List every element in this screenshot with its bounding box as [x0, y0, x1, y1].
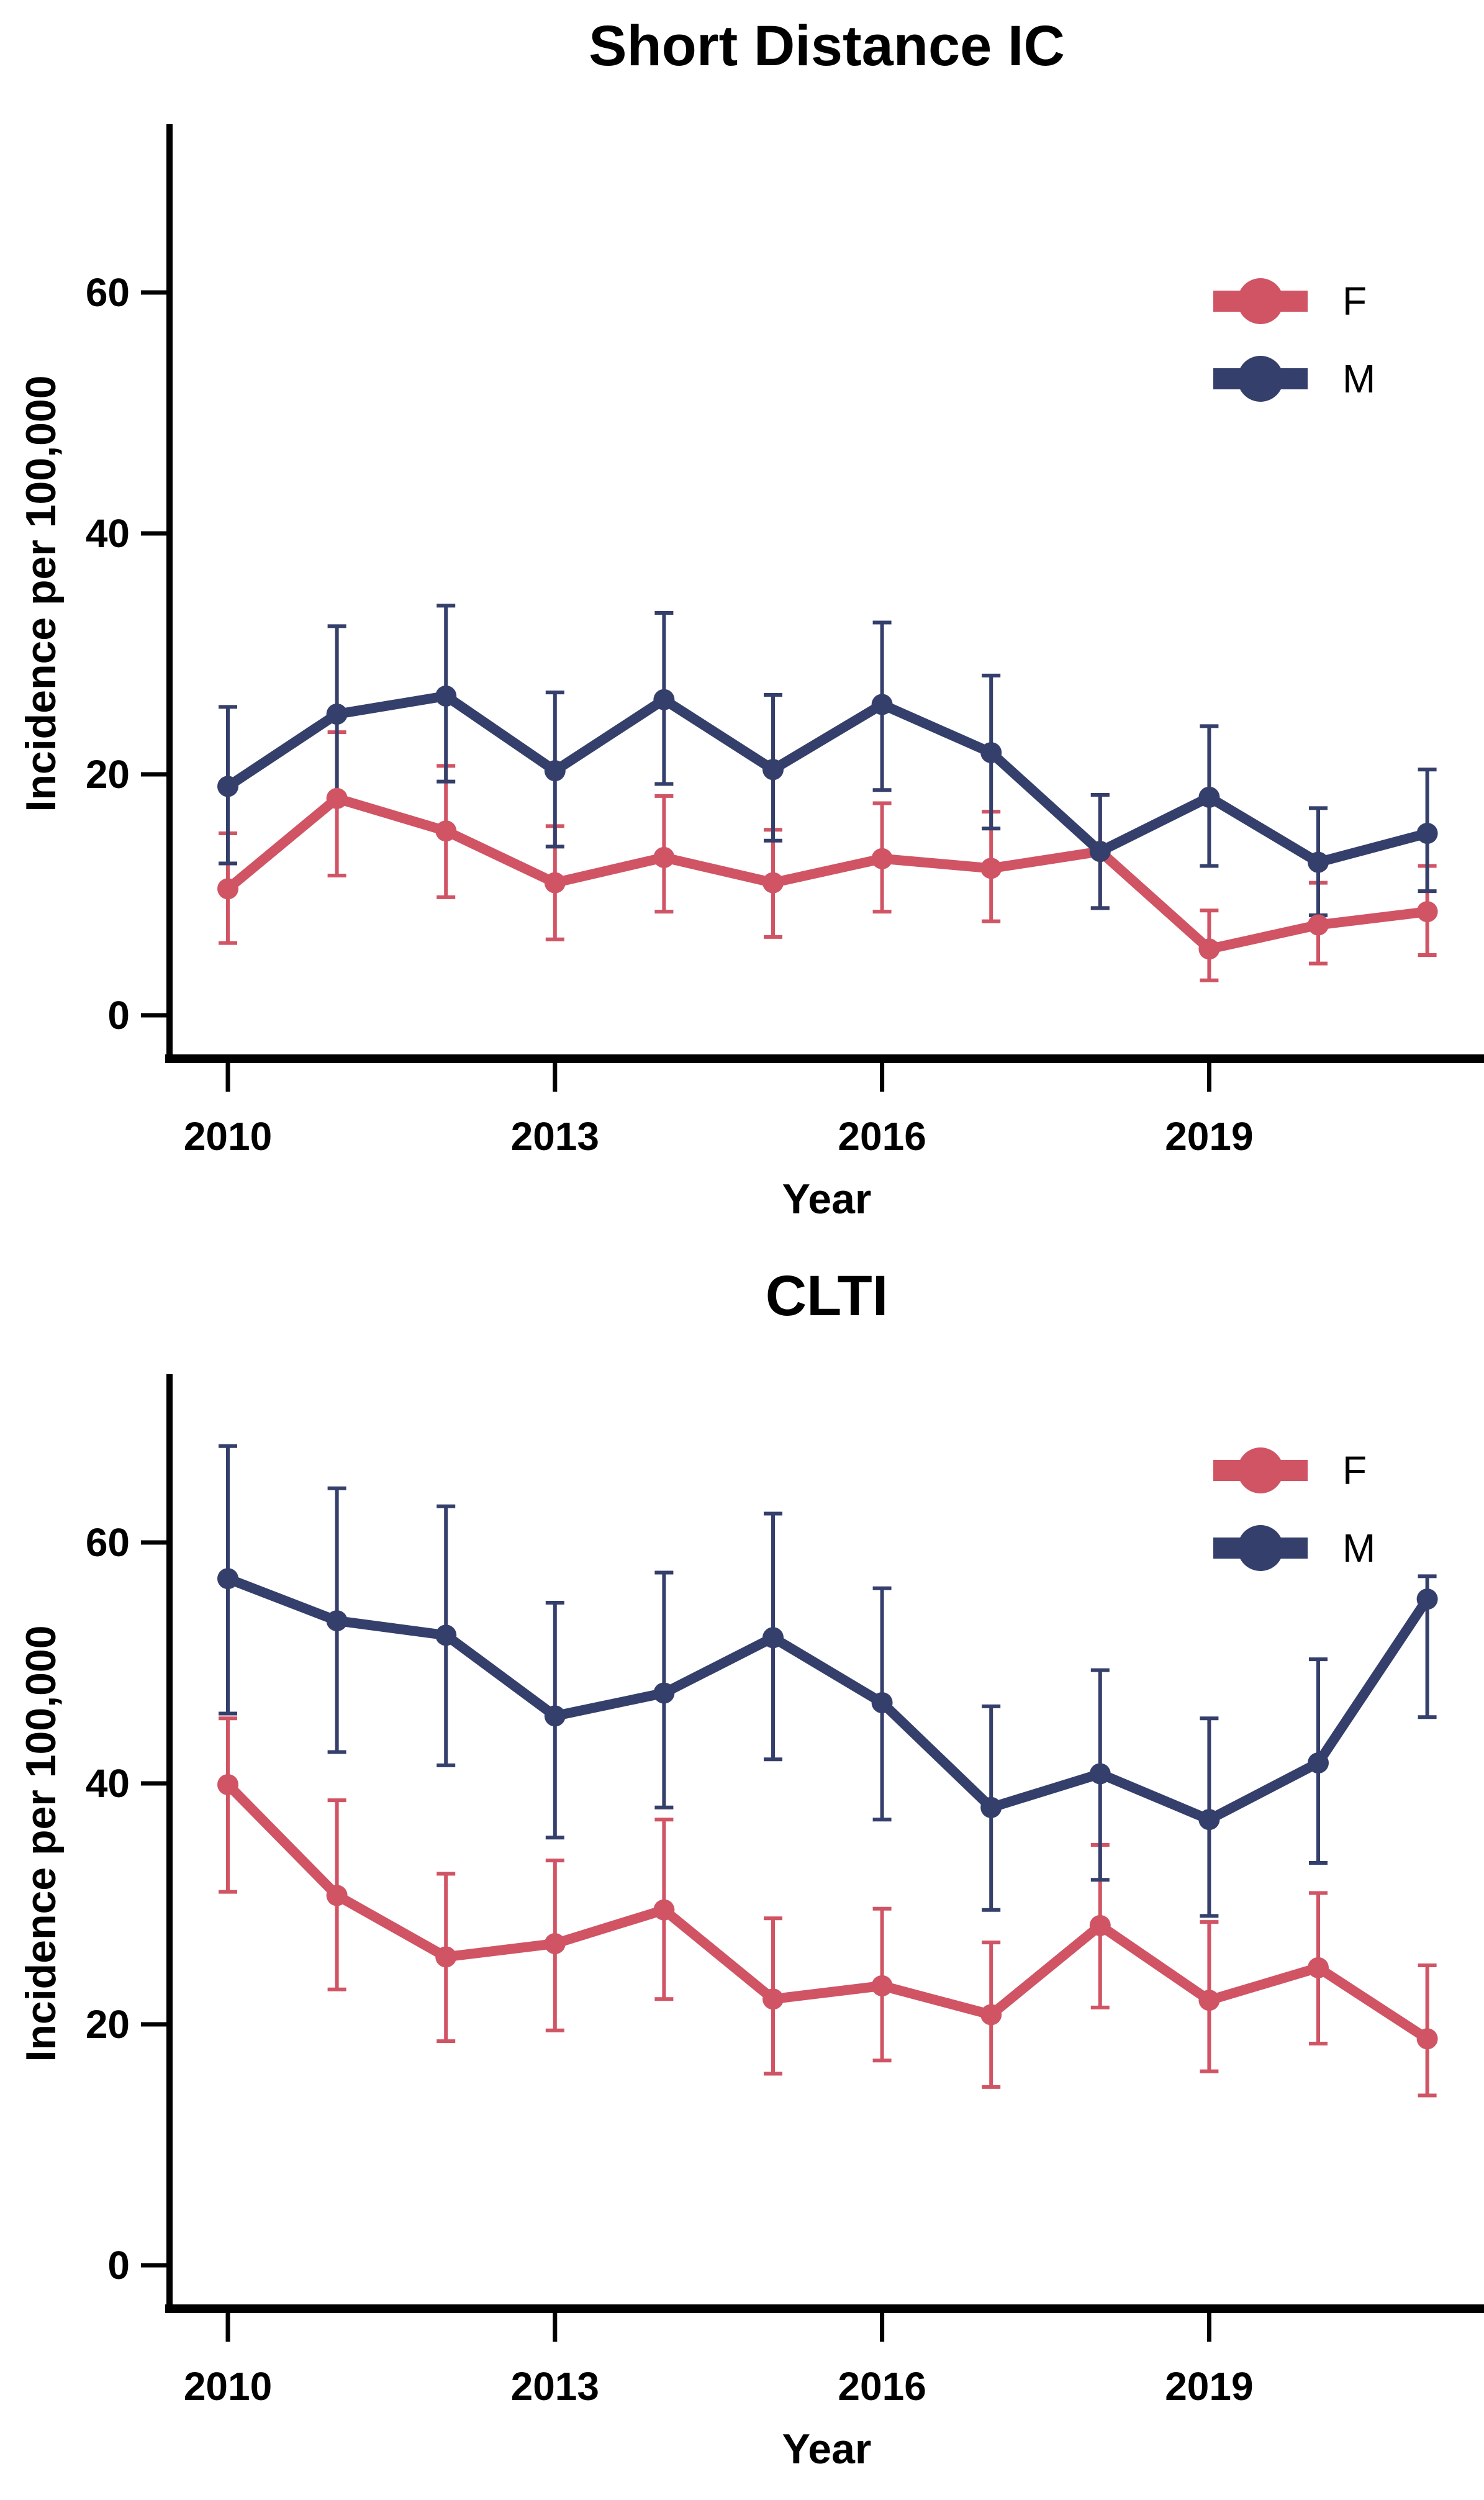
legend-item-f: F [1211, 1442, 1367, 1498]
x-tick-label: 2016 [838, 1114, 926, 1159]
data-point-f [217, 1773, 238, 1795]
data-point-f [871, 1975, 893, 1996]
legend-item-f: F [1211, 273, 1367, 329]
data-point-f [217, 878, 238, 900]
y-tick-label: 20 [86, 752, 130, 797]
data-point-m [762, 1627, 784, 1649]
plot-area: 0 20 40 60 2010 2013 2016 2019 [86, 1374, 1484, 2409]
series-line-m [223, 691, 1432, 867]
data-point-f [1416, 2028, 1438, 2050]
chart-panel-clti: CLTI Incidence per 100,000 0 20 40 60 2010 20… [0, 1250, 1484, 2500]
data-point-m [1308, 851, 1329, 873]
series-line-f [223, 1779, 1432, 2044]
legend-label-f: F [1342, 1448, 1367, 1493]
data-point-m [1198, 786, 1220, 808]
data-point-f [435, 1946, 457, 1968]
y-tick-label: 0 [107, 993, 130, 1038]
data-point-f [762, 1988, 784, 2010]
legend-item-m: M [1211, 1520, 1375, 1576]
data-point-m [435, 685, 457, 707]
data-point-m [980, 1796, 1002, 1818]
x-tick-label: 2016 [838, 2364, 926, 2409]
data-point-m [1089, 841, 1111, 863]
data-point-f [544, 1933, 566, 1955]
f-series-marker-icon [1213, 1447, 1308, 1493]
m-series-marker-icon [1213, 1525, 1308, 1571]
x-tick-label: 2010 [184, 1114, 272, 1159]
data-point-m [1416, 1588, 1438, 1610]
legend-label-m: M [1342, 356, 1376, 401]
legend-item-m: M [1211, 351, 1375, 407]
data-point-m [653, 1682, 675, 1704]
series-line-f [223, 793, 1432, 954]
data-point-m [435, 1624, 457, 1646]
y-tick-label: 0 [107, 2243, 130, 2288]
data-point-f [1089, 1914, 1111, 1936]
x-tick-label: 2013 [511, 1114, 599, 1159]
x-tick-label: 2010 [184, 2364, 272, 2409]
x-axis-label: Year [782, 1175, 872, 1223]
data-point-m [871, 694, 893, 715]
data-point-m [217, 1568, 238, 1590]
data-point-m [1089, 1763, 1111, 1785]
data-point-f [653, 846, 675, 868]
data-point-m [653, 689, 675, 710]
legend-label-f: F [1342, 279, 1367, 324]
data-point-f [1198, 1990, 1220, 2011]
x-tick-label: 2019 [1165, 1114, 1253, 1159]
x-tick-label: 2019 [1165, 2364, 1253, 2409]
plot-area: 0 20 40 60 2010 2013 2016 2019 [86, 124, 1484, 1159]
data-point-f [544, 872, 566, 894]
data-point-f [871, 848, 893, 869]
x-axis-label: Year [782, 2425, 872, 2473]
data-point-f [1308, 1957, 1329, 1978]
data-point-f [1198, 938, 1220, 960]
data-point-m [762, 759, 784, 781]
y-tick-label: 40 [86, 511, 130, 556]
data-point-f [1416, 901, 1438, 923]
data-point-m [544, 1705, 566, 1727]
data-point-m [1416, 823, 1438, 845]
series-line-m [223, 1574, 1432, 1825]
x-tick-label: 2013 [511, 2364, 599, 2409]
y-tick-label: 60 [86, 270, 130, 315]
chart-title: Short Distance IC [589, 14, 1065, 78]
f-series-marker-icon [1213, 278, 1308, 324]
data-point-f [980, 2004, 1002, 2026]
y-tick-label: 20 [86, 2002, 130, 2047]
data-point-f [980, 858, 1002, 879]
data-point-f [435, 820, 457, 842]
data-point-m [217, 776, 238, 797]
data-point-f [326, 1885, 348, 1906]
data-point-f [326, 787, 348, 809]
data-point-f [1308, 914, 1329, 936]
y-tick-label: 40 [86, 1761, 130, 1806]
data-point-f [653, 1899, 675, 1921]
data-point-m [326, 704, 348, 725]
chart-title: CLTI [765, 1264, 889, 1328]
m-series-marker-icon [1213, 356, 1308, 402]
y-tick-label: 60 [86, 1520, 130, 1565]
legend-label-m: M [1342, 1526, 1376, 1570]
data-point-m [1308, 1752, 1329, 1774]
data-point-m [1198, 1809, 1220, 1831]
data-point-m [326, 1610, 348, 1632]
data-point-m [980, 742, 1002, 764]
chart-panel-short-distance-ic: Short Distance IC Incidence per 100,000 … [17, 14, 1484, 1223]
data-point-m [544, 760, 566, 782]
data-point-f [762, 872, 784, 894]
data-point-m [871, 1692, 893, 1714]
